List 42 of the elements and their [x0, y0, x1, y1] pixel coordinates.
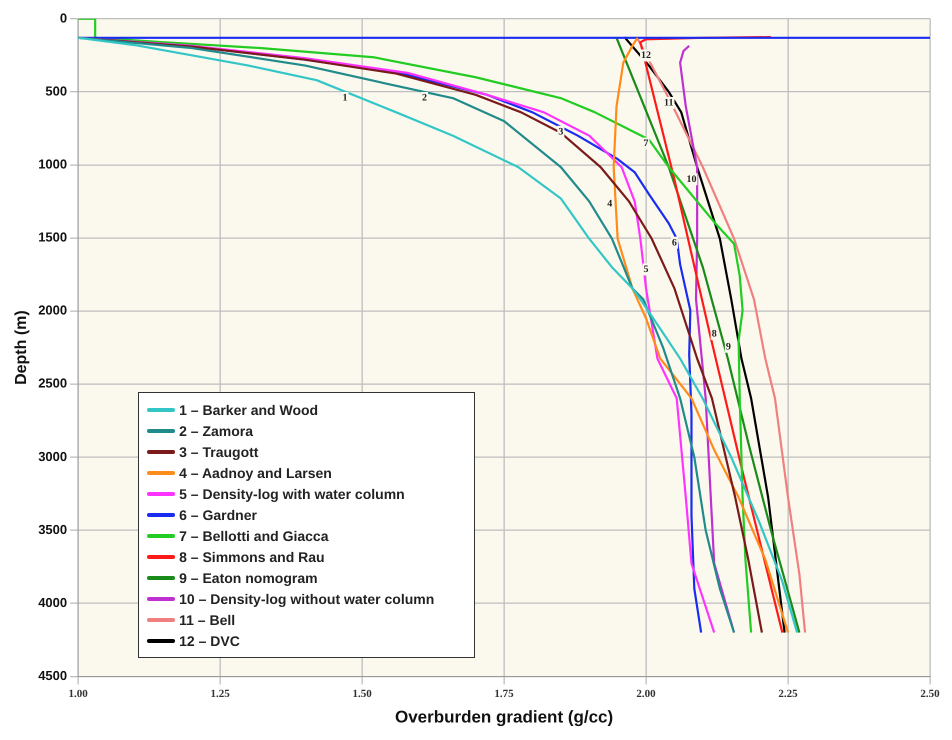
y-tick-label: 4500	[38, 668, 68, 683]
annotation: 9	[726, 341, 731, 352]
y-tick-label: 1500	[38, 230, 68, 245]
legend-label: 6 – Gardner	[179, 506, 257, 523]
legend-label: 9 – Eaton nomogram	[179, 570, 318, 586]
x-tick-label: 2.00	[636, 688, 656, 700]
y-tick-label: 3000	[38, 448, 68, 464]
legend-label: 12 – DVC	[179, 632, 240, 649]
annotation: 5	[644, 264, 649, 275]
legend-label: 7 – Bellotti and Giacca	[179, 528, 328, 544]
annotation: 10	[686, 174, 696, 185]
legend-label: 10 – Density-log without water column	[179, 590, 434, 607]
x-tick-label: 2.25	[778, 688, 798, 700]
legend-label: 1 – Barker and Wood	[179, 402, 318, 418]
annotation: 4	[607, 198, 612, 210]
annotation: 11	[664, 98, 674, 109]
y-tick-label: 2500	[38, 376, 68, 391]
x-tick-label: 2.50	[920, 688, 940, 700]
legend-label: 3 – Traugott	[179, 444, 258, 460]
x-tick-label: 1.00	[68, 688, 88, 700]
annotation: 8	[712, 328, 717, 340]
annotation: 2	[422, 92, 428, 104]
x-tick-label: 1.50	[352, 688, 372, 700]
y-tick-label: 3500	[38, 522, 68, 537]
y-tick-label: 4000	[38, 594, 68, 610]
annotation: 7	[644, 138, 649, 150]
y-tick-label: 1000	[38, 156, 68, 172]
y-axis-title: Depth (m)	[13, 310, 30, 385]
legend-label: 2 – Zamora	[179, 422, 254, 439]
legend-label: 8 – Simmons and Rau	[179, 548, 325, 565]
x-tick-label: 1.25	[210, 688, 230, 700]
y-tick-label: 2000	[38, 302, 68, 318]
y-tick-label: 0	[60, 10, 68, 26]
legend-label: 11 – Bell	[179, 612, 236, 628]
y-tick-label: 500	[45, 83, 68, 98]
legend-label: 4 – Aadnoy and Larsen	[179, 464, 332, 481]
annotation: 1	[342, 92, 348, 104]
annotation: 6	[672, 237, 677, 248]
annotation: 12	[641, 50, 652, 62]
x-axis-title: Overburden gradient (g/cc)	[394, 707, 614, 726]
legend-label: 5 – Density-log with water column	[179, 486, 405, 502]
x-tick-label: 1.75	[494, 688, 514, 700]
